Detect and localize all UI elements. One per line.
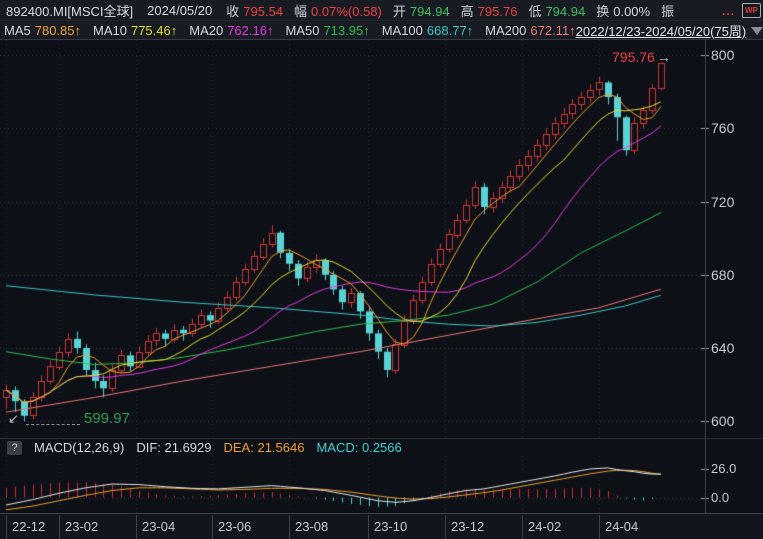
x-axis-band: 22-12 23-02 23-04 23-06 23-08 23-10 23-12 24-02… xyxy=(0,513,763,539)
ma-item: MA200 672.11↑ xyxy=(485,22,576,38)
range-selector[interactable]: 2022/12/23-2024/05/20(75周) xyxy=(576,21,763,40)
help-icon[interactable]: ? xyxy=(7,440,22,455)
macd-dea-value: DEA: 21.5646 xyxy=(223,440,305,455)
y-axis-label: 600 xyxy=(711,413,735,430)
x-axis-tick: 22-12 xyxy=(6,515,45,539)
overflow-menu-icon[interactable]: ... xyxy=(721,3,735,18)
macd-chart-canvas[interactable] xyxy=(0,456,763,513)
y-axis-label: 800 xyxy=(711,47,735,63)
quote-field: 收 795.54 xyxy=(226,3,284,19)
ma-item: MA20 762.16↑ xyxy=(189,22,274,38)
main-chart-canvas[interactable] xyxy=(0,40,763,438)
ma-item: MA5 780.85↑ xyxy=(4,22,81,38)
x-axis-tick: 23-12 xyxy=(445,515,484,539)
title-bar: 892400.MI[MSCI全球] 2024/05/20 收 795.54 幅 0.0… xyxy=(0,0,763,21)
low-leader-line xyxy=(26,424,80,425)
title-bar-right: ... WP xyxy=(713,0,763,20)
macd-axis-label: 0.0 xyxy=(711,489,730,505)
macd-axis-label: 26.0 xyxy=(711,461,737,477)
quote-field: 高 795.76 xyxy=(460,3,518,19)
quote-field: 振 xyxy=(661,3,675,19)
symbol-text: 892400.MI[MSCI全球] xyxy=(6,3,134,19)
macd-dif-value: DIF: 21.6929 xyxy=(136,440,212,455)
quote-field: 开 794.94 xyxy=(392,3,450,19)
x-axis-tick: 23-06 xyxy=(212,515,251,539)
x-axis-tick: 23-04 xyxy=(136,515,175,539)
ma-item: MA50 713.95↑ xyxy=(285,22,370,38)
y-axis-label: 760 xyxy=(711,120,735,137)
macd-hist-value: MACD: 0.2566 xyxy=(316,440,402,455)
chevron-down-icon[interactable] xyxy=(751,27,763,35)
quote-field: 换 0.00% xyxy=(596,3,651,19)
range-text[interactable]: 2022/12/23-2024/05/20(75周) xyxy=(575,23,747,39)
x-axis-tick: 23-02 xyxy=(59,515,98,539)
ma-item: MA10 775.46↑ xyxy=(93,22,178,38)
macd-title: MACD(12,26,9) xyxy=(34,440,125,455)
wp-monitor-icon[interactable]: WP xyxy=(742,3,761,18)
price-low-annotation: 599.97 xyxy=(84,410,130,427)
quote-fields: 收 795.54 幅 0.07%(0.58) 开 794.94 高 795.76 低 794.94… xyxy=(226,1,678,20)
ma-indicator-bar: MA5 780.85↑ MA10 775.46↑ MA20 762.16↑ MA50 713.… xyxy=(0,21,763,40)
x-axis-tick: 23-10 xyxy=(368,515,407,539)
price-axis-line xyxy=(705,40,706,513)
ma-items: MA5 780.85↑ MA10 775.46↑ MA20 762.16↑ MA50 713.… xyxy=(4,23,576,38)
x-axis-tick: 23-08 xyxy=(289,515,328,539)
macd-header: ? MACD(12,26,9) DIF: 21.6929 DEA: 21.564… xyxy=(0,438,763,456)
x-axis-tick: 24-04 xyxy=(599,515,638,539)
arrow-right-icon: → xyxy=(656,49,671,65)
arrow-downleft-icon: ↙ xyxy=(8,411,19,426)
quote-field: 低 794.94 xyxy=(528,3,586,19)
quote-date: 2024/05/20 xyxy=(147,2,213,18)
y-axis-label: 720 xyxy=(711,193,735,210)
price-high-annotation: 795.76 → xyxy=(612,49,671,65)
quote-field: 幅 0.07%(0.58) xyxy=(294,3,382,19)
y-axis-label: 680 xyxy=(711,266,735,283)
high-price-text: 795.76 xyxy=(612,49,655,65)
y-axis-label: 640 xyxy=(711,340,735,357)
ma-item: MA100 668.77↑ xyxy=(381,22,474,38)
x-axis-tick: 24-02 xyxy=(522,515,561,539)
